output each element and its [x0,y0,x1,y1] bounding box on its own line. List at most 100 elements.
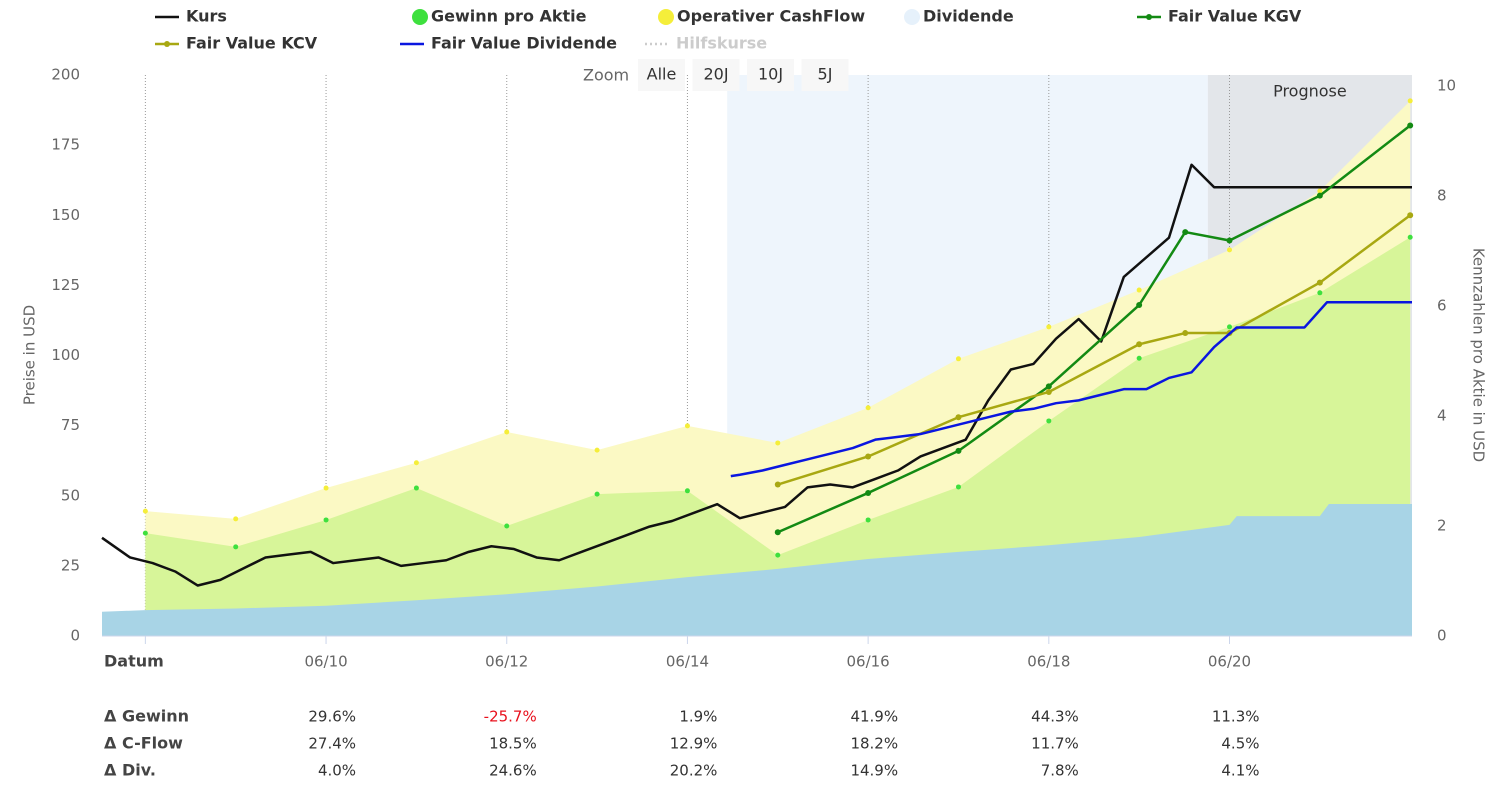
table-cell: 20.2% [670,762,718,780]
table-cell: 7.8% [1041,762,1079,780]
line [730,300,1412,478]
y-tick-label: 50 [61,486,80,504]
legend-label: Operativer CashFlow [677,7,865,26]
zoom-button-label: Alle [647,65,677,84]
data-point [684,488,690,494]
line-marker [774,529,781,536]
legend-item[interactable]: Kurs [155,7,227,26]
legend-label: Gewinn pro Aktie [431,7,587,26]
zoom-button[interactable]: 10J [747,59,794,91]
legend-item[interactable]: Gewinn pro Aktie [412,7,587,26]
legend-label: Fair Value Dividende [431,34,617,53]
data-point [1227,324,1233,330]
table-cell: 41.9% [850,708,898,726]
table-header: Datum [104,652,164,671]
legend-symbol [658,9,674,25]
data-point [504,429,510,435]
zoom-button-label: 5J [818,65,833,84]
data-point [323,485,329,491]
data-point [865,405,871,411]
line-marker [1316,279,1323,286]
legend-label: Hilfskurse [676,34,767,53]
legend-item[interactable]: Hilfskurse [645,34,767,53]
legend-symbol [904,9,920,25]
band-label: Prognose [1273,82,1347,101]
data-point [1046,324,1052,330]
x-tick-label: 06/12 [485,653,528,671]
legend-symbol [164,41,170,47]
table-cell: 29.6% [308,708,356,726]
table-cell: 18.5% [489,735,537,753]
table-cell: 4.0% [318,762,356,780]
plot-layer [101,98,1414,637]
data-point [1046,418,1052,424]
line-marker [1182,330,1189,337]
table-cell: 27.4% [308,735,356,753]
line-marker [1045,388,1052,395]
zoom-button-label: 10J [758,65,783,84]
table-cell: 12.9% [670,735,718,753]
table-cell: 4.5% [1221,735,1259,753]
data-point [142,508,148,514]
y2-tick-label: 6 [1437,297,1447,315]
y-tick-label: 75 [61,416,80,434]
zoom-controls: Zoom Alle 20J 10J 5J [583,59,849,91]
data-point [955,484,961,490]
line-marker [955,447,962,454]
legend-item[interactable]: Fair Value KCV [155,34,318,53]
data-point [1136,355,1142,361]
data-point [1317,188,1323,194]
y2-axis-title: Kennzahlen pro Aktie in USD [1470,248,1488,462]
line-marker [865,453,872,460]
line-marker [1136,341,1143,348]
data-point [865,517,871,523]
y-tick-label: 100 [51,346,80,364]
y-tick-label: 25 [61,556,80,574]
legend-item[interactable]: Fair Value KGV [1137,7,1302,26]
y-tick-label: 0 [70,627,80,645]
zoom-button[interactable]: 5J [801,59,849,91]
data-point [142,530,148,536]
data-point [1407,98,1413,104]
x-tick-label: 06/14 [666,653,709,671]
data-point [1317,290,1323,296]
data-point [594,447,600,453]
y-tick-label: 175 [51,136,80,154]
legend: Kurs Gewinn pro Aktie Operativer CashFlow D… [155,7,1302,53]
zoom-button[interactable]: Alle [638,59,685,91]
zoom-button-bg [638,59,685,91]
zoom-button-bg [692,59,740,91]
line-marker [1407,122,1414,129]
x-tick-label: 06/16 [847,653,890,671]
data-point [1136,287,1142,293]
data-point [775,552,781,558]
data-point [413,485,419,491]
table-cell: 4.1% [1221,762,1259,780]
data-point [233,544,239,550]
table-cell: -25.7% [484,708,537,726]
zoom-button-bg [747,59,794,91]
table-cell: 44.3% [1031,708,1079,726]
zoom-label: Zoom [583,66,629,85]
y-tick-label: 150 [51,206,80,224]
legend-item[interactable]: Operativer CashFlow [658,7,865,26]
data-point [1407,234,1413,240]
x-tick-label: 06/10 [304,653,347,671]
data-point [504,523,510,529]
y2-tick-label: 10 [1437,77,1456,95]
line-marker [1226,237,1233,244]
line-marker [1407,212,1414,219]
zoom-button-label: 20J [703,65,728,84]
zoom-button[interactable]: 20J [692,59,740,91]
legend-symbol [412,9,428,25]
legend-item[interactable]: Dividende [904,7,1014,26]
line-marker [955,414,962,421]
line-marker [774,481,781,488]
legend-item[interactable]: Fair Value Dividende [400,34,617,53]
axes-layer: 06/10 06/12 06/14 06/16 06/18 06/200255075100… [51,66,1456,671]
legend-label: Dividende [923,7,1014,26]
line-marker [1182,229,1189,236]
y-tick-label: 125 [51,276,80,294]
table-cell: 24.6% [489,762,537,780]
